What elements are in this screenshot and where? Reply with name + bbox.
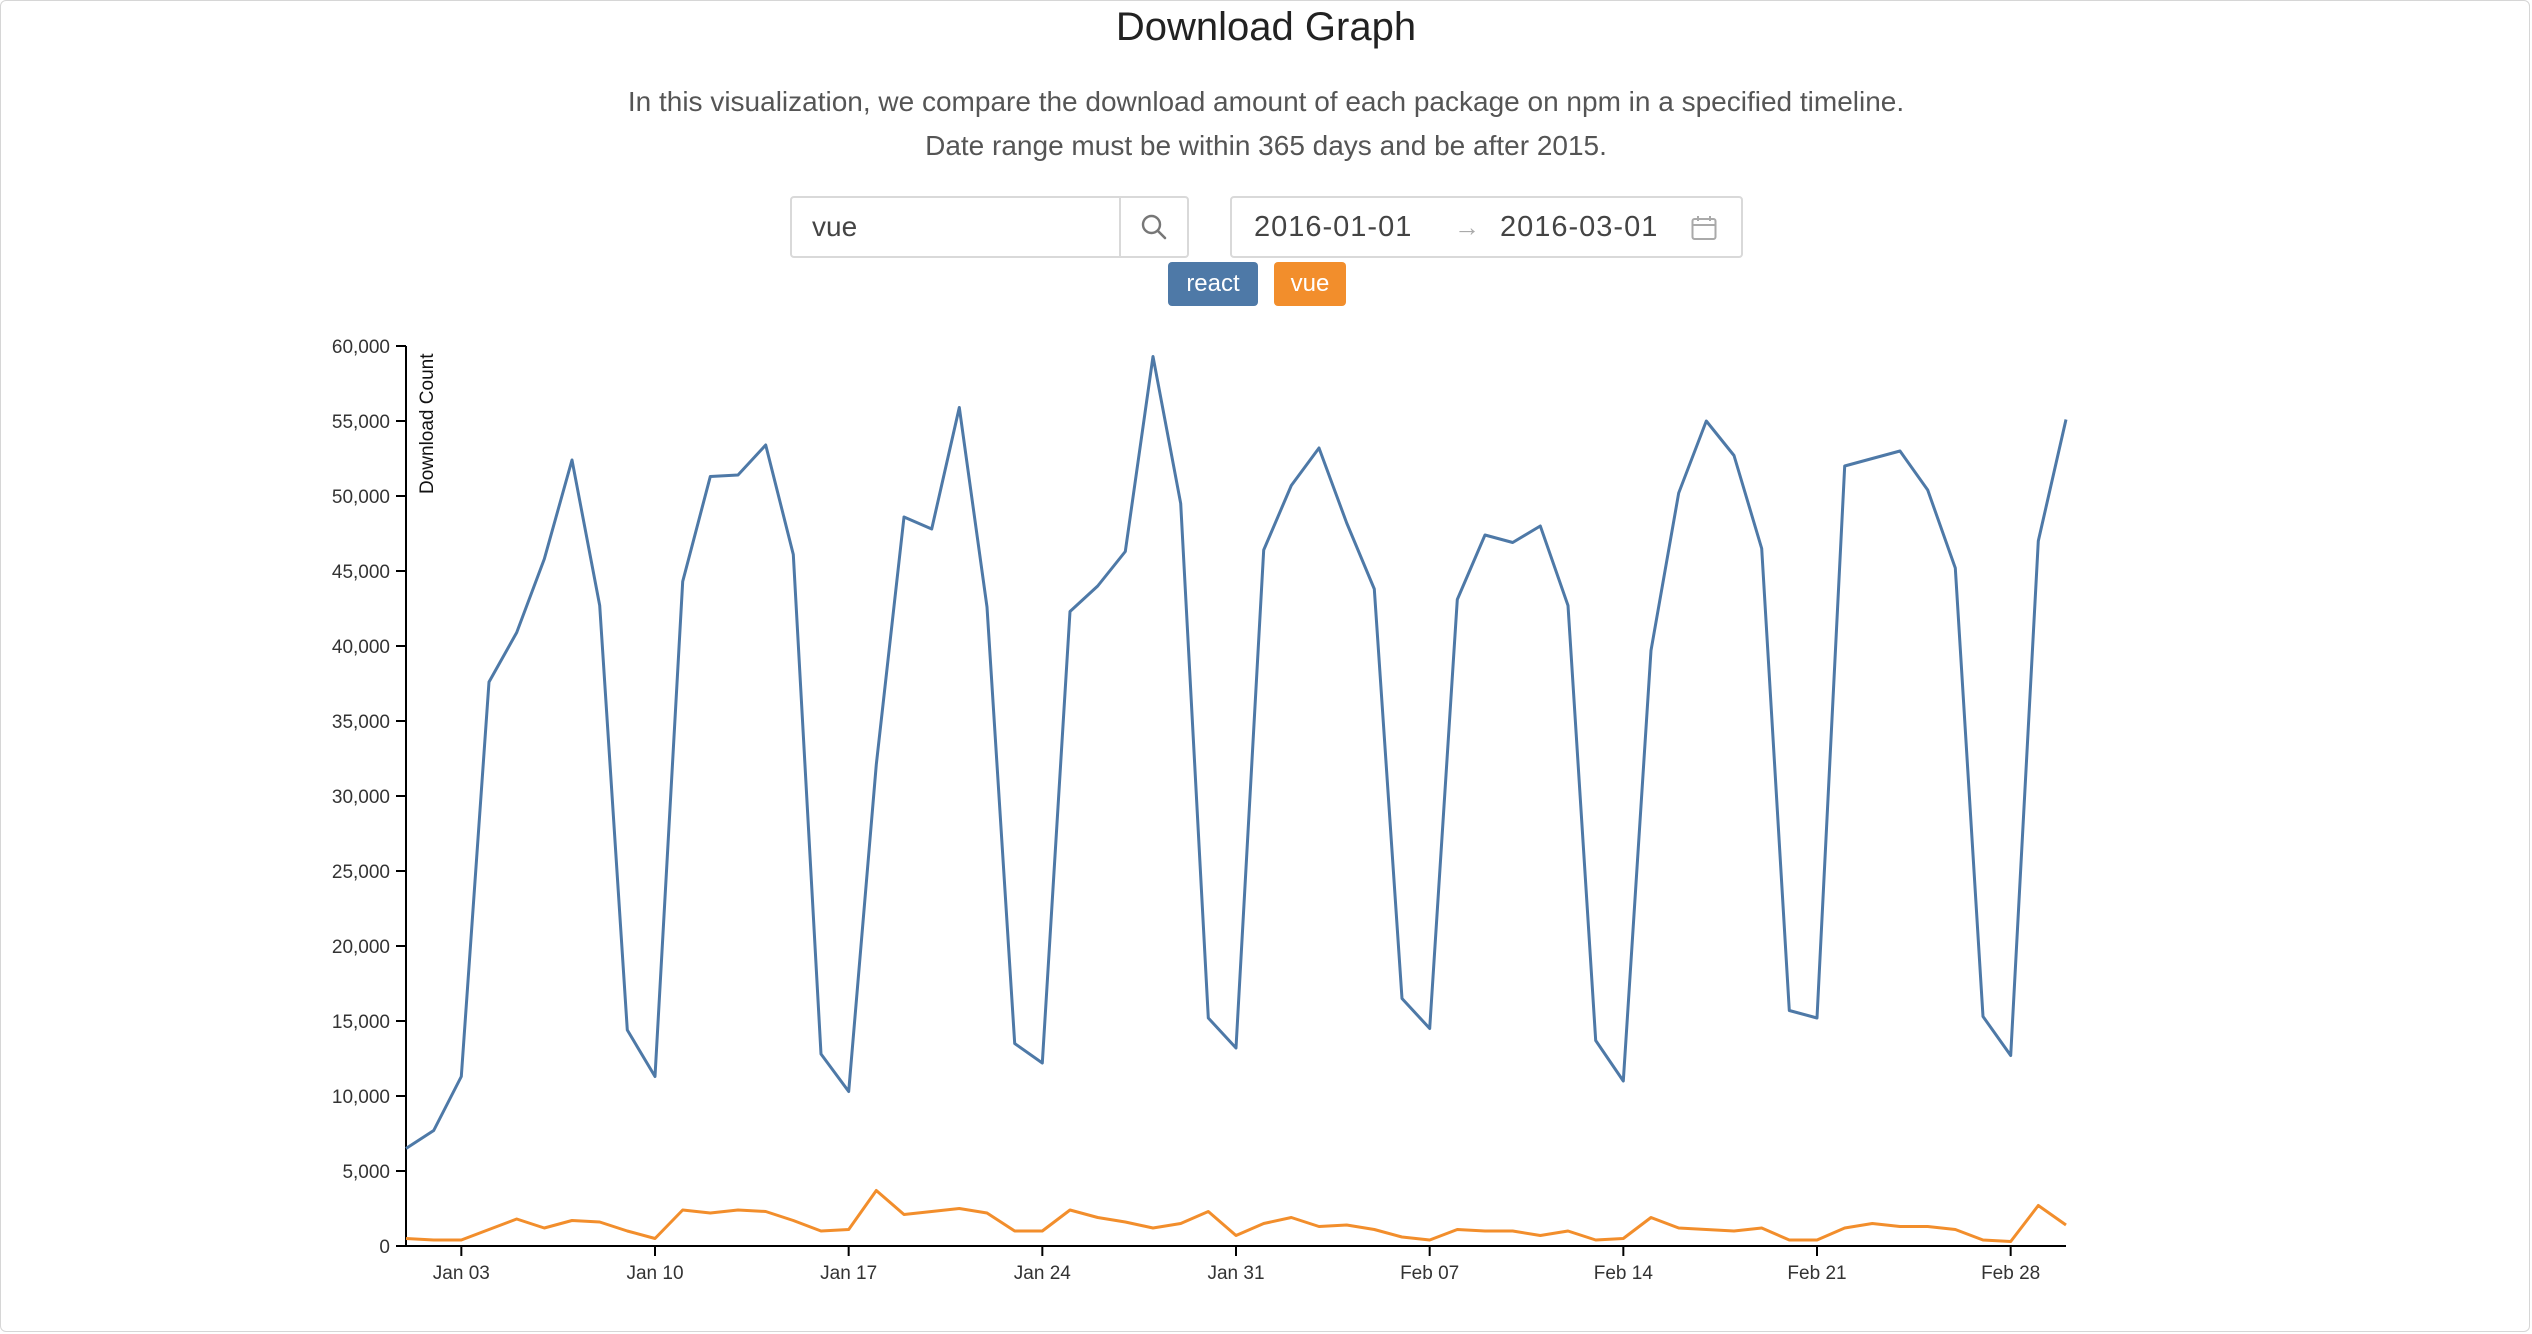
description-line-1: In this visualization, we compare the do… bbox=[627, 86, 1905, 117]
y-tick-label: 20,000 bbox=[332, 937, 390, 958]
date-range-picker[interactable]: 2016-01-01 → 2016-03-01 bbox=[1230, 196, 1743, 258]
y-axis: 0 5,000 10,000 15,000 20,000 25,000 30,000 35,0… bbox=[332, 337, 407, 1258]
x-axis: Jan 03 Jan 10 Jan 17 Jan 24 Jan 31 Feb 07 Feb … bbox=[406, 1245, 2066, 1284]
start-date[interactable]: 2016-01-01 bbox=[1254, 210, 1413, 243]
y-tick-label: 50,000 bbox=[332, 487, 390, 508]
search-input[interactable] bbox=[792, 198, 1119, 256]
x-tick-label: Jan 24 bbox=[1014, 1263, 1071, 1284]
x-tick-label: Feb 21 bbox=[1787, 1263, 1846, 1284]
x-tick-label: Feb 28 bbox=[1981, 1263, 2040, 1284]
x-tick-label: Jan 17 bbox=[820, 1263, 877, 1284]
y-tick-label: 15,000 bbox=[332, 1012, 390, 1033]
package-tag-vue[interactable]: vue bbox=[1274, 262, 1346, 306]
search-button[interactable] bbox=[1119, 198, 1187, 256]
range-arrow-icon: → bbox=[1454, 211, 1481, 242]
y-tick-label: 30,000 bbox=[332, 787, 390, 808]
y-tick-label: 35,000 bbox=[332, 712, 390, 733]
x-tick-label: Feb 14 bbox=[1594, 1263, 1654, 1284]
y-tick-label: 40,000 bbox=[332, 637, 390, 658]
y-tick-label: 0 bbox=[379, 1237, 390, 1258]
y-tick-label: 25,000 bbox=[332, 862, 390, 883]
series-lines bbox=[405, 355, 2068, 1243]
series-line-vue bbox=[405, 1189, 2067, 1243]
x-tick-label: Feb 07 bbox=[1400, 1263, 1459, 1284]
package-tag-react[interactable]: react bbox=[1168, 262, 1258, 306]
x-tick-label: Jan 31 bbox=[1207, 1263, 1264, 1284]
y-axis-title: Download Count bbox=[417, 353, 438, 494]
y-tick-label: 60,000 bbox=[332, 337, 390, 358]
search-icon bbox=[1141, 214, 1167, 240]
series-points bbox=[406, 356, 2066, 1241]
y-tick-label: 10,000 bbox=[332, 1087, 390, 1108]
package-search bbox=[790, 196, 1189, 258]
series-line-react bbox=[405, 355, 2068, 1150]
calendar-icon bbox=[1691, 216, 1717, 240]
y-tick-label: 55,000 bbox=[332, 412, 390, 433]
page-title: Download Graph bbox=[1115, 5, 1417, 49]
end-date[interactable]: 2016-03-01 bbox=[1500, 210, 1659, 243]
x-tick-label: Jan 10 bbox=[626, 1263, 683, 1284]
y-tick-label: 45,000 bbox=[332, 562, 390, 583]
x-tick-label: Jan 03 bbox=[433, 1263, 490, 1284]
y-tick-label: 5,000 bbox=[342, 1162, 390, 1183]
description-line-2: Date range must be within 365 days and b… bbox=[925, 130, 1607, 161]
